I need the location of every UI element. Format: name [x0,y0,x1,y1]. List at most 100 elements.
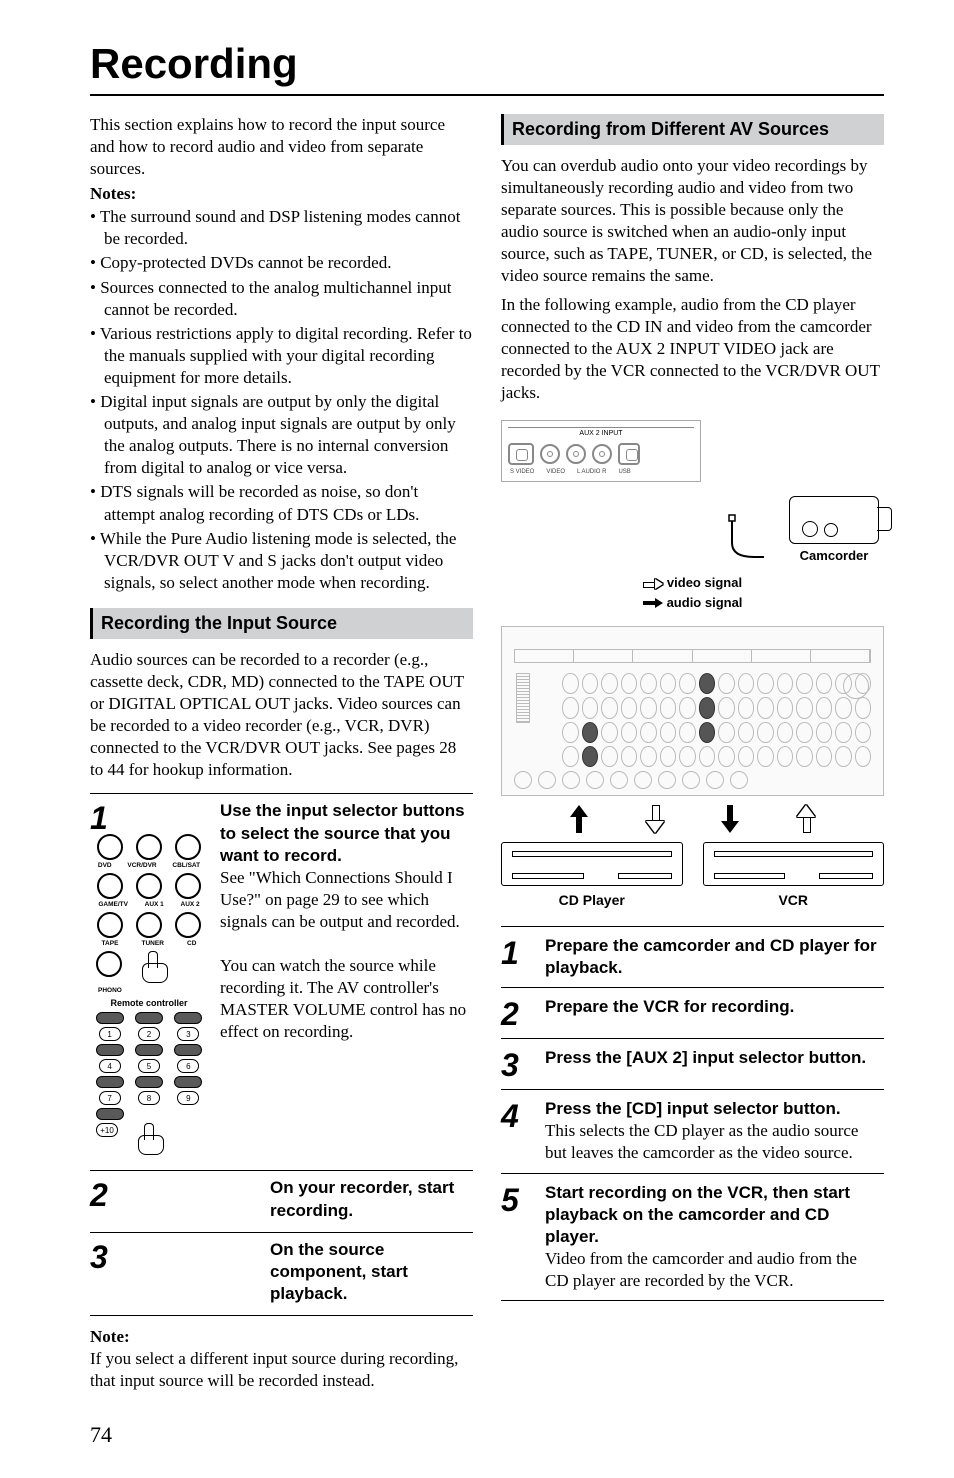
selector-label: CD [187,940,196,947]
selector-label: CBL/SAT [172,862,200,869]
svideo-jack-icon [508,443,534,465]
step-number: 3 [501,1047,533,1081]
remote-button: 9 [177,1091,199,1105]
step-number: 2 [501,996,533,1030]
step-3: 3 On the source component, start playbac… [90,1232,473,1316]
intro-paragraph: This section explains how to record the … [90,114,473,180]
page-number: 74 [90,1422,884,1448]
step-2: 2 On your recorder, start recording. [90,1170,473,1231]
cable-icon [724,513,770,563]
hand-icon [142,951,172,985]
step-number: 1 [90,800,128,834]
usb-jack-icon [618,443,640,465]
title-rule [90,94,884,96]
receiver-back-panel [501,626,884,796]
av-paragraph-2: In the following example, audio from the… [501,294,884,404]
audio-arrow-icon [643,598,663,608]
note-item: Copy-protected DVDs cannot be recorded. [90,252,473,274]
remote-button: 1 [99,1027,121,1041]
legend-video: video signal [667,575,742,590]
page-title: Recording [90,40,884,88]
camcorder-icon [789,496,879,544]
remote-button: 3 [177,1027,199,1041]
audio-r-jack-icon [592,444,612,464]
selector-illustration: DVD VCR/DVR CBL/SAT GAME/TV AUX 1 AUX 2 TAPE… [90,834,208,1160]
jack-label: S VIDEO [510,469,534,475]
remote-button: 4 [99,1059,121,1073]
selector-label: TAPE [102,940,119,947]
av-step-5: 5 Start recording on the VCR, then start… [501,1173,884,1301]
note-item: DTS signals will be recorded as noise, s… [90,481,473,525]
jack-group-label: AUX 2 INPUT [508,427,694,439]
page: Recording This section explains how to r… [0,0,954,1478]
remote-button: 2 [138,1027,160,1041]
cd-player-icon [501,842,683,886]
notes-list: The surround sound and DSP listening mod… [90,206,473,594]
av-step-lead: Press the [AUX 2] input selector button. [545,1048,866,1067]
av-step-1: 1 Prepare the camcorder and CD player fo… [501,926,884,987]
av-step-lead: Prepare the VCR for recording. [545,997,794,1016]
arrow-down-outline-icon [646,805,664,833]
remote-button: 5 [138,1059,160,1073]
av-step-lead: Start recording on the VCR, then start p… [545,1183,850,1246]
selector-label: AUX 1 [145,901,164,908]
legend-audio: audio signal [667,595,743,610]
note-heading: Note: [90,1327,130,1346]
av-step-body: Video from the camcorder and audio from … [545,1249,857,1290]
vcr-label: VCR [703,892,885,908]
two-column-layout: This section explains how to record the … [90,114,884,1392]
av-step-3: 3 Press the [AUX 2] input selector butto… [501,1038,884,1089]
remote-button: 6 [177,1059,199,1073]
av-step-lead: Prepare the camcorder and CD player for … [545,936,877,977]
selector-label: GAME/TV [98,901,128,908]
note-item: Various restrictions apply to digital re… [90,323,473,389]
jack-label: USB [618,469,630,475]
step-1-text2: You can watch the source while recording… [220,956,466,1041]
step-number: 3 [90,1239,128,1305]
signal-arrows [501,796,884,842]
video-arrow-icon [643,579,663,589]
notes-heading: Notes: [90,184,473,204]
right-column: Recording from Different AV Sources You … [501,114,884,1392]
video-jack-icon [540,444,560,464]
input-source-paragraph: Audio sources can be recorded to a recor… [90,649,473,782]
av-step-lead: Press the [CD] input selector button. [545,1099,841,1118]
step-number: 4 [501,1098,533,1164]
camcorder-figure: Camcorder [501,496,884,563]
cd-player-label: CD Player [501,892,683,908]
selector-label: DVD [98,862,112,869]
note-item: Sources connected to the analog multicha… [90,277,473,321]
note-item: While the Pure Audio listening mode is s… [90,528,473,594]
remote-controller-label: Remote controller [90,998,208,1008]
remote-button: 8 [138,1091,160,1105]
device-row: CD Player VCR [501,842,884,908]
arrow-up-outline-icon [797,805,815,833]
step-3-lead: On the source component, start playback. [270,1240,408,1303]
jack-label: VIDEO [546,469,565,475]
av-step-2: 2 Prepare the VCR for recording. [501,987,884,1038]
step-1: 1 DVD VCR/DVR CBL/SAT GAME/TV AUX 1 AUX 2 TA… [90,793,473,1170]
step-1-lead: Use the input selector buttons to select… [220,801,465,864]
vcr-icon [703,842,885,886]
step-number: 2 [90,1177,128,1221]
remote-button: +10 [96,1123,118,1137]
aux2-input-panel: AUX 2 INPUT S VIDEO VIDEO L AUDIO R USB [501,420,701,482]
left-column: This section explains how to record the … [90,114,473,1392]
step-number: 1 [501,935,533,979]
av-step-body: This selects the CD player as the audio … [545,1121,858,1162]
arrow-up-icon [570,805,588,833]
audio-l-jack-icon [566,444,586,464]
step-2-lead: On your recorder, start recording. [270,1178,454,1219]
av-step-4: 4 Press the [CD] input selector button. T… [501,1089,884,1172]
selector-label: VCR/DVR [127,862,156,869]
jack-label: L AUDIO R [577,469,606,475]
camcorder-label: Camcorder [784,548,884,563]
section-heading-av-sources: Recording from Different AV Sources [501,114,884,145]
step-1-body: Use the input selector buttons to select… [220,800,473,1160]
step-1-text: See "Which Connections Should I Use?" on… [220,868,460,931]
selector-label: TUNER [142,940,164,947]
step-number: 5 [501,1182,533,1292]
selector-label: AUX 2 [181,901,200,908]
hand-icon [138,1123,168,1157]
section-heading-recording-input: Recording the Input Source [90,608,473,639]
